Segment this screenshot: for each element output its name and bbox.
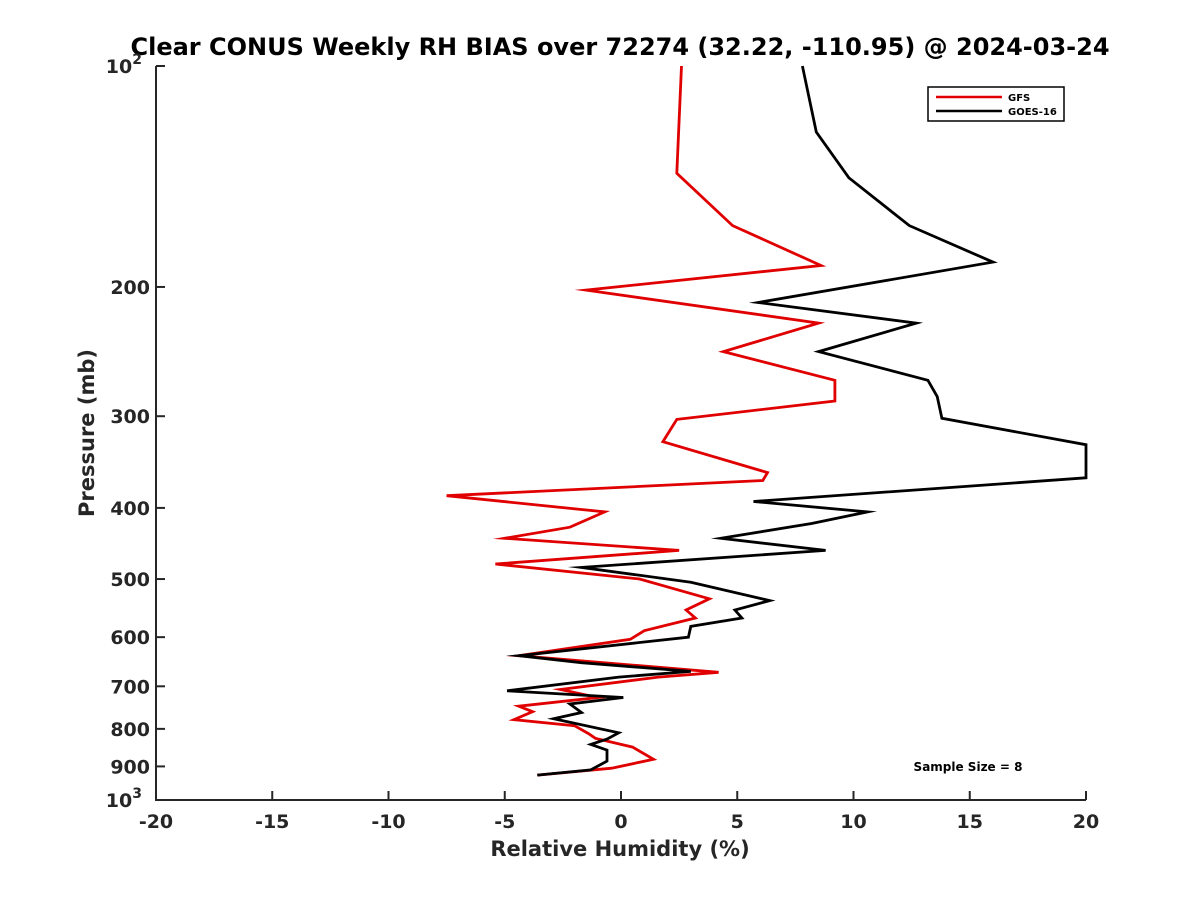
y-tick-label: 103	[106, 786, 142, 812]
legend-box	[927, 86, 1065, 122]
y-tick-label: 102	[106, 52, 142, 78]
y-tick-label: 300	[110, 406, 150, 428]
x-tick-label: -20	[139, 811, 173, 833]
series-line-goes-16	[505, 65, 1088, 777]
sample-size-annotation: Sample Size = 8	[914, 760, 1023, 774]
x-tick-label: 0	[614, 811, 627, 833]
x-tick-label: -5	[494, 811, 515, 833]
plot-series	[446, 65, 1088, 777]
x-tick-label: -10	[371, 811, 405, 833]
x-tick-label: -15	[255, 811, 289, 833]
x-tick-label: 20	[1073, 811, 1099, 833]
x-tick-label: 5	[731, 811, 744, 833]
y-axis-label: Pressure (mb)	[75, 349, 99, 517]
y-tick-label: 200	[110, 277, 150, 299]
legend-label: GFS	[1008, 93, 1030, 104]
y-tick-label: 600	[110, 627, 150, 649]
legend: GFS GOES-16	[927, 86, 1065, 122]
y-tick-label: 500	[110, 569, 150, 591]
x-tick-label: 15	[957, 811, 983, 833]
y-tick-label: 700	[110, 676, 150, 698]
y-tick-label: 800	[110, 719, 150, 741]
series-line-gfs	[446, 65, 837, 777]
y-tick-label: 400	[110, 498, 150, 520]
y-axis-ticks: 102 200 300 400 500 600 700 800 900 103	[106, 52, 165, 812]
y-tick-label: 900	[110, 756, 150, 778]
x-tick-label: 10	[840, 811, 866, 833]
chart-title: Clear CONUS Weekly RH BIAS over 72274 (3…	[130, 33, 1109, 61]
legend-label: GOES-16	[1008, 107, 1057, 118]
x-axis-label: Relative Humidity (%)	[490, 837, 749, 861]
x-axis-ticks: -20 -15 -10 -5 0 5 10 15 20	[139, 791, 1099, 833]
